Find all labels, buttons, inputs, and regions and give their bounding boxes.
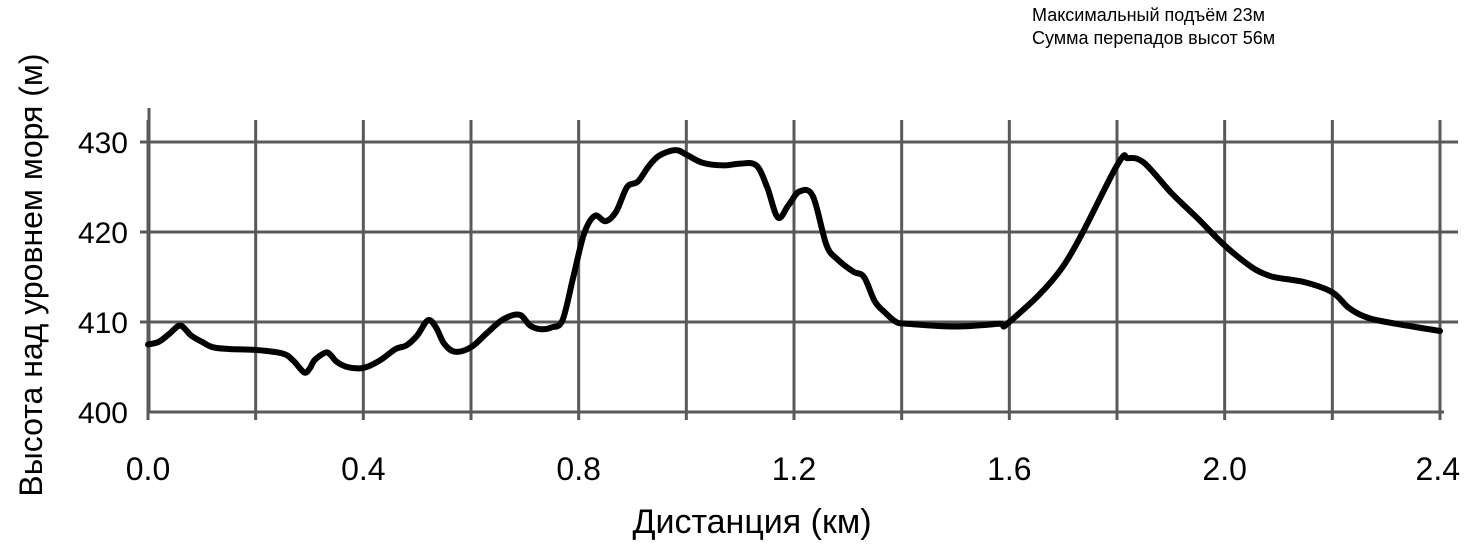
x-tick-label: 0.8 [556,451,600,487]
x-tick-label: 0.4 [341,451,385,487]
total-elevation-change-stat: Сумма перепадов высот 56м [1032,28,1276,48]
y-tick-label: 420 [78,217,128,250]
x-tick-label: 1.2 [772,451,816,487]
tick-labels: 400 410 420 430 0.0 0.4 0.8 1.2 1.6 2.0 2.4 [78,127,1460,487]
x-tick-label: 1.6 [987,451,1031,487]
x-axis-label: Дистанция (км) [632,503,871,541]
y-tick-label: 410 [78,307,128,340]
y-tick-label: 430 [78,127,128,160]
x-tick-label: 0.0 [126,451,170,487]
elevation-line [145,147,1443,376]
stats-box: Максимальный подъём 23м Сумма перепадов … [1032,4,1275,50]
axes [147,108,1444,414]
x-tick-label: 2.4 [1416,451,1460,487]
y-tick-label: 400 [78,397,128,430]
max-climb-stat: Максимальный подъём 23м [1032,5,1266,25]
y-axis-label: Высота над уровнем моря (м) [13,53,49,496]
x-tick-label: 2.0 [1202,451,1246,487]
